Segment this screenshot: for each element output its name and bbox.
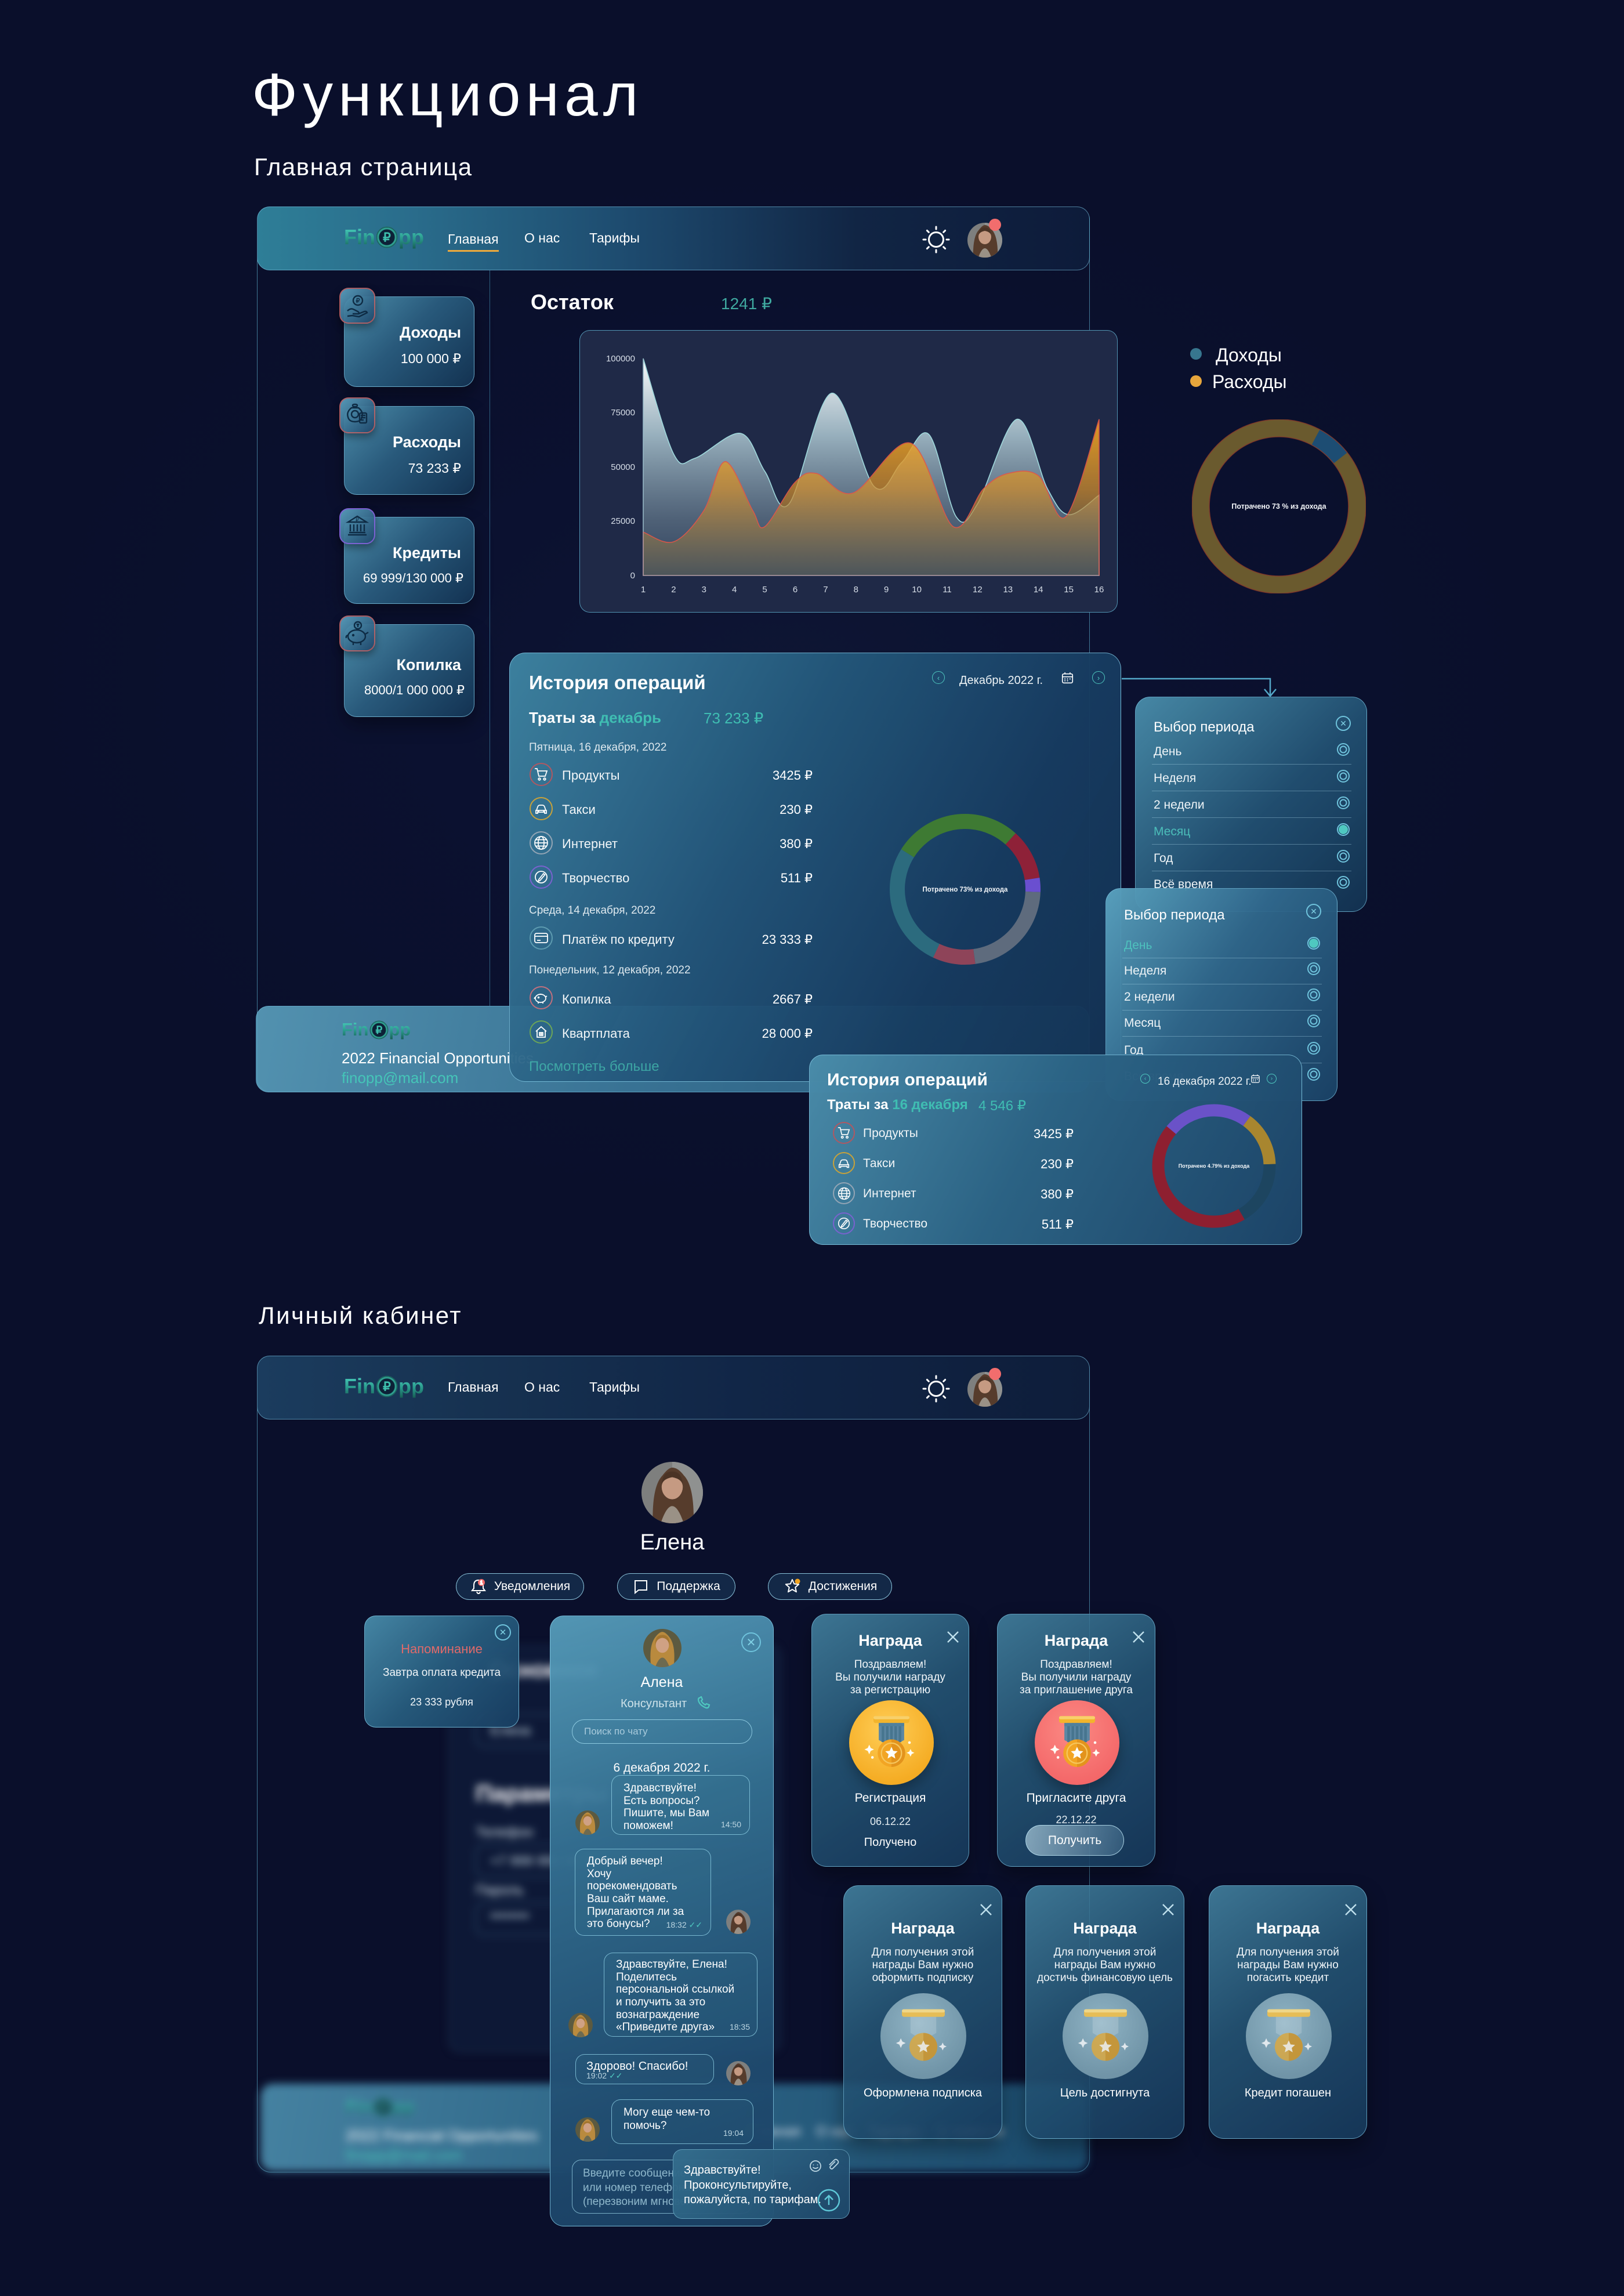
svg-text:₽: ₽ xyxy=(383,231,391,245)
svg-text:₽: ₽ xyxy=(356,298,360,305)
svg-text:1: 1 xyxy=(480,1580,483,1585)
svg-text:12: 12 xyxy=(973,585,983,595)
svg-text:75000: 75000 xyxy=(611,408,635,418)
svg-text:1: 1 xyxy=(641,585,646,595)
svg-text:₽: ₽ xyxy=(375,1024,382,1036)
svg-text:₽: ₽ xyxy=(383,1380,391,1394)
svg-text:₽: ₽ xyxy=(356,517,359,523)
svg-text:7: 7 xyxy=(823,585,828,595)
svg-text:8: 8 xyxy=(854,585,858,595)
svg-text:5: 5 xyxy=(762,585,767,595)
svg-text:100000: 100000 xyxy=(606,354,635,364)
svg-text:25000: 25000 xyxy=(611,516,635,526)
svg-text:4: 4 xyxy=(732,585,737,595)
svg-text:50000: 50000 xyxy=(611,462,635,472)
svg-text:Потрачено 4.79% из дохода: Потрачено 4.79% из дохода xyxy=(1179,1163,1250,1169)
svg-text:16: 16 xyxy=(1094,585,1104,595)
svg-text:6: 6 xyxy=(793,585,798,595)
svg-text:0: 0 xyxy=(630,571,635,581)
svg-text:₽: ₽ xyxy=(379,2101,386,2113)
svg-text:14: 14 xyxy=(1034,585,1043,595)
svg-text:11: 11 xyxy=(942,585,952,595)
svg-text:2: 2 xyxy=(671,585,676,595)
svg-text:Потрачено 73 % из дохода: Потрачено 73 % из дохода xyxy=(1231,502,1326,510)
svg-text:13: 13 xyxy=(1003,585,1013,595)
svg-text:9: 9 xyxy=(884,585,889,595)
svg-text:10: 10 xyxy=(912,585,922,595)
svg-text:15: 15 xyxy=(1064,585,1074,595)
svg-text:3: 3 xyxy=(702,585,706,595)
svg-text:Потрачено 73% из дохода: Потрачено 73% из дохода xyxy=(923,886,1009,893)
